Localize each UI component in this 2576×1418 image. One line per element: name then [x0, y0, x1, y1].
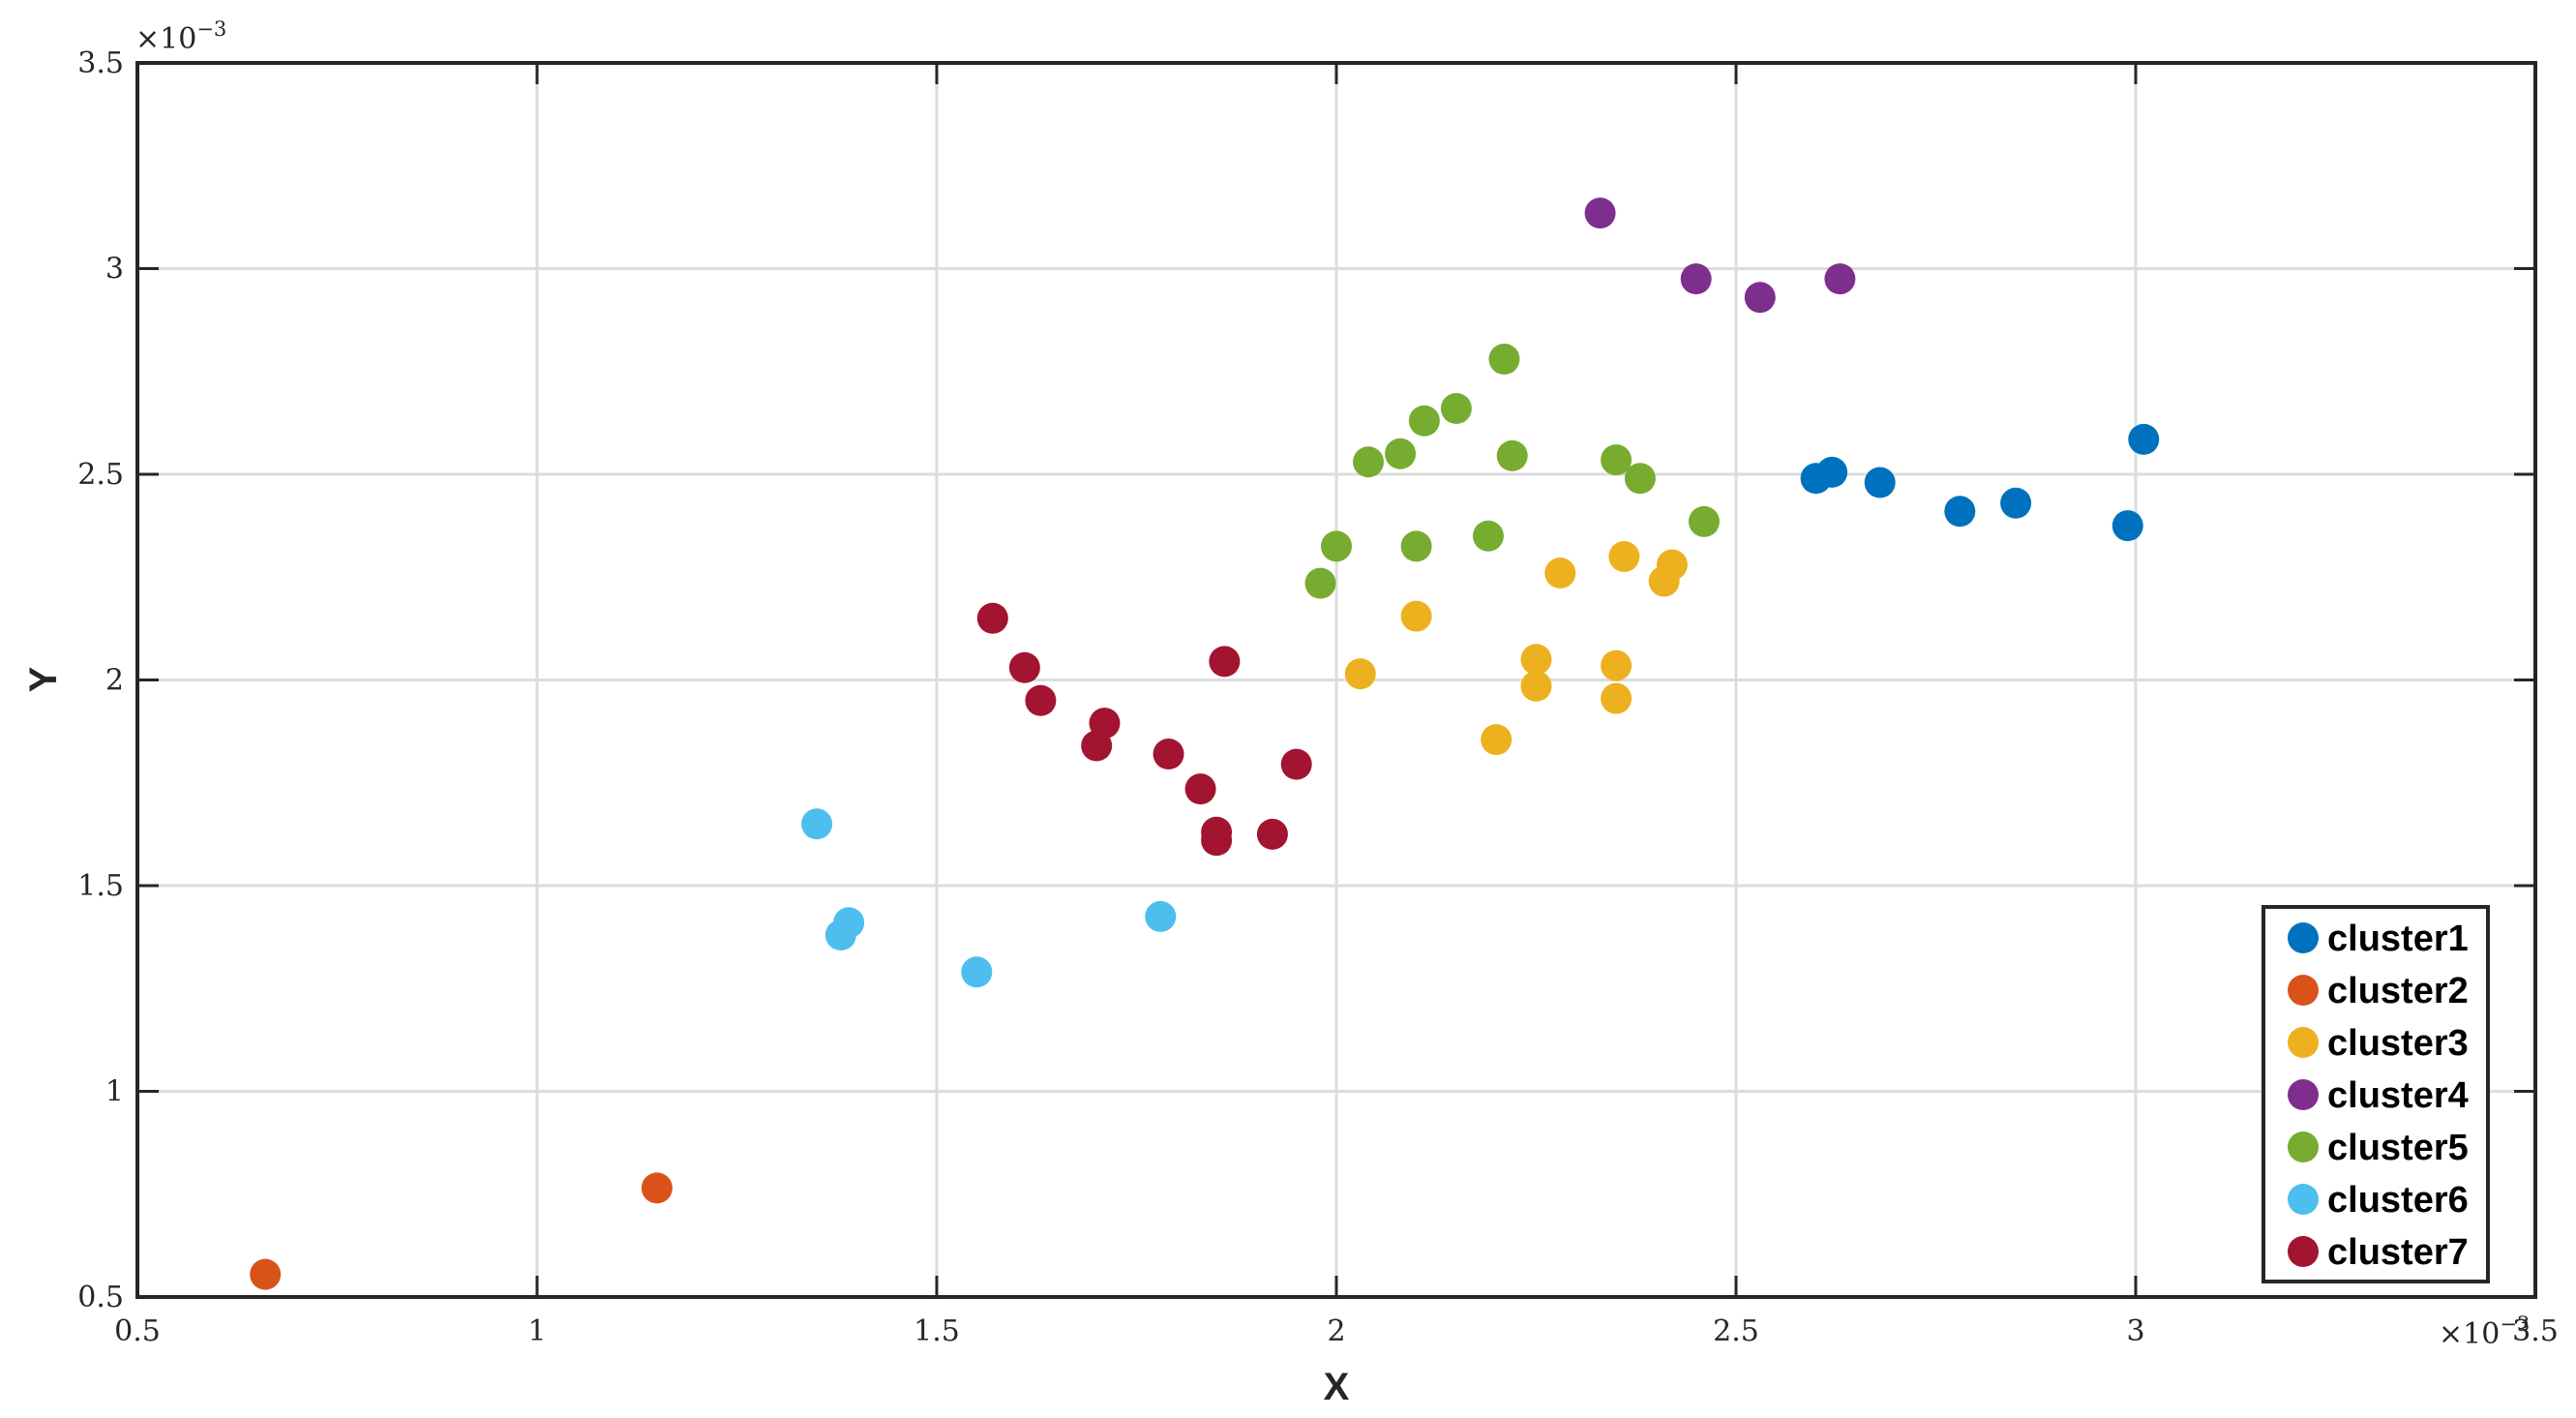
cluster7-point [1201, 825, 1233, 857]
cluster6-point [961, 956, 993, 988]
cluster4-point [1744, 282, 1776, 314]
y-tick-label: 2 [105, 664, 124, 698]
legend-marker-cluster4 [2288, 1079, 2319, 1110]
cluster7-point [976, 602, 1008, 634]
cluster3-point [1400, 600, 1432, 632]
cluster3-point [1656, 549, 1688, 581]
series-cluster2 [250, 1172, 673, 1290]
cluster5-point [1321, 530, 1352, 562]
cluster5-point [1304, 567, 1336, 599]
cluster5-point [1488, 344, 1520, 375]
data-points [250, 197, 2160, 1290]
cluster3-point [1544, 558, 1576, 588]
cluster2-point [641, 1172, 673, 1204]
x-tick-label: 1.5 [914, 1314, 960, 1348]
y-tick-label: 3.5 [77, 46, 124, 80]
legend-marker-cluster5 [2288, 1131, 2319, 1162]
series-cluster3 [1344, 541, 1688, 756]
x-multiplier: ×10−3 [2439, 1312, 2530, 1351]
cluster1-point [1816, 456, 1848, 488]
legend-marker-cluster2 [2288, 975, 2319, 1006]
cluster7-point [1089, 708, 1121, 739]
cluster5-point [1353, 446, 1385, 478]
legend-marker-cluster7 [2288, 1236, 2319, 1267]
cluster1-point [2128, 423, 2160, 455]
cluster4-point [1824, 263, 1856, 295]
cluster5-point [1688, 505, 1720, 537]
legend-label-cluster6: cluster6 [2327, 1180, 2469, 1221]
cluster4-point [1584, 197, 1616, 229]
cluster3-point [1344, 658, 1376, 690]
legend-label-cluster2: cluster2 [2327, 971, 2469, 1011]
cluster5-point [1472, 520, 1504, 552]
cluster6-point [1145, 900, 1177, 932]
cluster5-point [1385, 437, 1417, 469]
series-cluster6 [801, 808, 1177, 988]
cluster4-point [1680, 263, 1712, 295]
x-tick-label: 1 [527, 1314, 546, 1348]
x-tick-label: 3 [2126, 1314, 2144, 1348]
cluster5-point [1408, 405, 1440, 437]
x-tick-label: 2 [1327, 1314, 1345, 1348]
cluster1-point [2000, 487, 2032, 519]
cluster5-point [1400, 530, 1432, 562]
axis-ticks: 0.5 1 1.5 2 2.5 3 3.5 0.5 1 1.5 2 2.5 3 3.5 [77, 46, 2559, 1348]
y-tick-label: 0.5 [77, 1281, 124, 1314]
cluster7-point [1256, 818, 1288, 850]
y-multiplier: ×10−3 [135, 17, 226, 56]
x-axis-title: X [1324, 1366, 1350, 1408]
series-cluster7 [976, 602, 1312, 857]
cluster7-point [1008, 651, 1040, 683]
cluster3-point [1608, 541, 1640, 572]
cluster7-point [1280, 748, 1312, 780]
cluster7-point [1184, 773, 1216, 805]
cluster6-point [833, 907, 865, 939]
x-tick-label: 2.5 [1713, 1314, 1759, 1348]
cluster1-point [2112, 510, 2143, 542]
cluster5-point [1496, 439, 1528, 471]
series-cluster4 [1584, 197, 1856, 314]
legend-label-cluster4: cluster4 [2327, 1075, 2469, 1116]
cluster1-point [1864, 467, 1896, 498]
cluster3-point [1481, 724, 1513, 756]
legend: cluster1 cluster2 cluster3 cluster4 cluster5… [2261, 905, 2490, 1283]
legend-box [2261, 905, 2490, 1283]
cluster3-point [1520, 670, 1552, 702]
x-tick-label: 0.5 [114, 1314, 161, 1348]
cluster5-point [1601, 444, 1632, 476]
y-tick-label: 1 [105, 1075, 124, 1109]
legend-label-cluster7: cluster7 [2327, 1232, 2469, 1273]
legend-label-cluster5: cluster5 [2327, 1128, 2469, 1168]
x-tick-label: 3.5 [2512, 1314, 2559, 1348]
y-tick-label: 2.5 [77, 458, 124, 492]
y-tick-label: 1.5 [77, 869, 124, 903]
legend-marker-cluster6 [2288, 1184, 2319, 1215]
legend-label-cluster1: cluster1 [2327, 919, 2469, 959]
series-cluster1 [1800, 423, 2160, 542]
cluster2-point [250, 1258, 282, 1290]
y-axis-title: Y [22, 666, 65, 692]
cluster7-point [1209, 646, 1241, 678]
cluster3-point [1601, 682, 1632, 714]
y-tick-label: 3 [105, 253, 124, 287]
cluster7-point [1025, 684, 1057, 716]
cluster1-point [1944, 496, 1976, 528]
legend-marker-cluster1 [2288, 922, 2319, 953]
cluster6-point [801, 808, 833, 840]
cluster5-point [1624, 463, 1656, 495]
legend-label-cluster3: cluster3 [2327, 1023, 2469, 1064]
legend-marker-cluster3 [2288, 1027, 2319, 1058]
series-cluster5 [1304, 344, 1720, 599]
cluster3-point [1601, 649, 1632, 681]
cluster5-point [1440, 393, 1472, 424]
cluster7-point [1153, 739, 1184, 769]
cluster3-point [1520, 644, 1552, 676]
